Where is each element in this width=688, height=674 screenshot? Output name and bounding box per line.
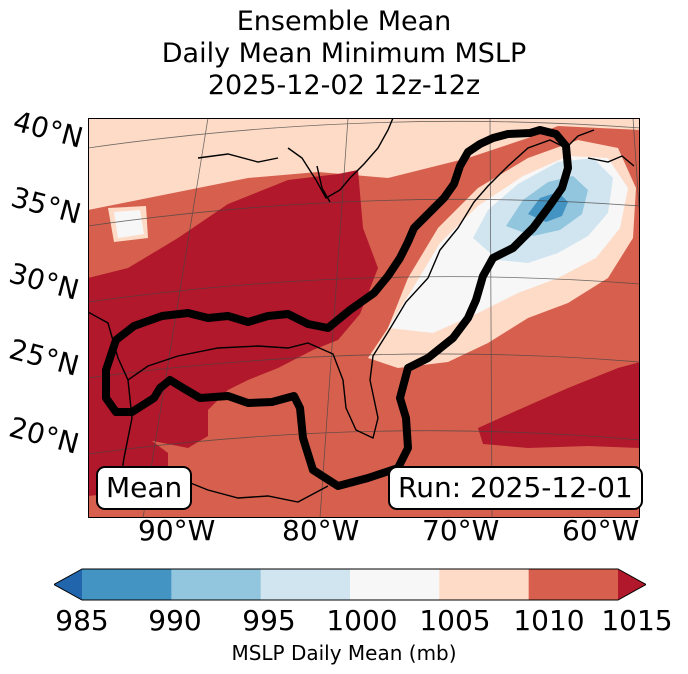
lon-label-60w: 60°W bbox=[562, 514, 640, 547]
field-dark-interior bbox=[88, 170, 378, 448]
field-white-west bbox=[114, 210, 144, 238]
colorbar-segment bbox=[171, 569, 262, 600]
colorbar-extend-low bbox=[54, 569, 82, 600]
colorbar-tick-1015: 1015 bbox=[601, 604, 673, 637]
lat-label-20: 20°N bbox=[5, 410, 83, 461]
colorbar-segment bbox=[350, 569, 440, 600]
mean-label-box: Mean bbox=[96, 466, 193, 510]
colorbar-tick-1000: 1000 bbox=[326, 604, 398, 637]
title-line-3: 2025-12-02 12z-12z bbox=[207, 70, 481, 101]
lat-label-25: 25°N bbox=[5, 332, 83, 383]
lon-label-90w: 90°W bbox=[138, 514, 216, 547]
lon-label-70w: 70°W bbox=[422, 514, 500, 547]
colorbar-extend-high bbox=[618, 569, 646, 600]
colorbar-tick-1010: 1010 bbox=[513, 604, 585, 637]
colorbar-tick-990: 990 bbox=[148, 604, 202, 637]
lat-label-40: 40°N bbox=[9, 104, 87, 155]
title-line-1: Ensemble Mean bbox=[236, 6, 452, 37]
lat-label-30: 30°N bbox=[5, 256, 83, 307]
colorbar bbox=[54, 568, 646, 601]
colorbar-segment bbox=[260, 569, 351, 600]
colorbar-label: MSLP Daily Mean (mb) bbox=[231, 641, 457, 665]
colorbar-tick-985: 985 bbox=[55, 604, 109, 637]
colorbar-segment bbox=[82, 569, 172, 600]
map-panel bbox=[88, 118, 640, 518]
colorbar-segment bbox=[439, 569, 530, 600]
title-line-2: Daily Mean Minimum MSLP bbox=[161, 38, 527, 69]
contour-outline bbox=[102, 126, 572, 490]
lat-label-35: 35°N bbox=[7, 180, 85, 231]
colorbar-tick-995: 995 bbox=[242, 604, 296, 637]
colorbar-segment bbox=[528, 569, 619, 600]
lon-label-80w: 80°W bbox=[282, 514, 360, 547]
colorbar-tick-1005: 1005 bbox=[419, 604, 491, 637]
field-dark-east bbox=[478, 362, 640, 448]
run-label-box: Run: 2025-12-01 bbox=[388, 466, 643, 510]
